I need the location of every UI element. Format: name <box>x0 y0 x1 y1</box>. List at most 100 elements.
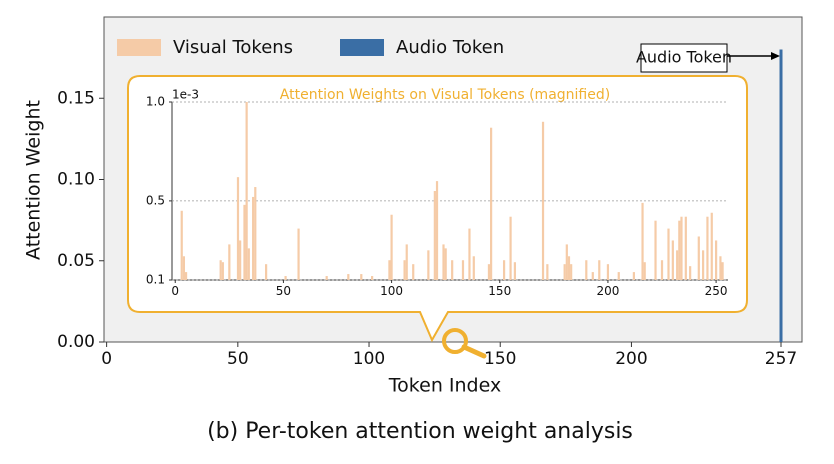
bar <box>541 121 545 281</box>
bar <box>403 260 406 280</box>
y-tick-label: 0.10 <box>57 170 95 190</box>
bar <box>565 244 568 280</box>
bar <box>710 212 713 280</box>
magnifier-handle <box>461 344 487 359</box>
bar <box>247 248 250 280</box>
bar <box>721 262 724 280</box>
bar <box>180 210 183 280</box>
bar <box>182 256 185 280</box>
bar <box>405 244 408 280</box>
x-tick-label: 0 <box>171 284 179 298</box>
bar <box>591 272 594 280</box>
bar <box>654 220 657 280</box>
bar <box>643 262 646 280</box>
y-tick-label: 0.05 <box>57 251 95 271</box>
bar <box>427 250 430 280</box>
arrowhead <box>771 52 780 60</box>
bar <box>678 220 681 280</box>
y-tick-label: 1.0 <box>146 95 165 109</box>
bar <box>697 236 700 280</box>
bar <box>509 216 512 280</box>
y-axis-label: Attention Weight <box>23 100 45 260</box>
bar <box>660 260 664 280</box>
bar <box>297 228 300 280</box>
bar <box>184 272 188 280</box>
bar <box>444 248 447 280</box>
bar <box>412 264 415 280</box>
caption: (b) Per-token attention weight analysis <box>207 419 633 444</box>
bar <box>347 274 350 280</box>
legend-label: Audio Token <box>396 37 504 58</box>
bar <box>228 244 231 280</box>
bar <box>487 264 491 280</box>
inset-title: Attention Weights on Visual Tokens (magn… <box>280 87 610 103</box>
bar <box>490 127 493 280</box>
bar <box>570 264 573 280</box>
bar <box>461 260 465 280</box>
bar <box>371 276 374 280</box>
y-tick-label: 0.1 <box>146 273 165 287</box>
bar <box>451 260 454 280</box>
x-tick-label: 200 <box>615 349 647 369</box>
magnifier <box>442 328 468 354</box>
bar <box>719 256 722 280</box>
bar <box>245 102 248 280</box>
bar <box>671 240 674 280</box>
y-tick-label: 0.15 <box>57 88 95 108</box>
bar <box>239 240 242 280</box>
bar <box>468 228 471 280</box>
bar <box>265 264 268 280</box>
x-tick-label: 150 <box>484 349 516 369</box>
bar <box>546 264 549 280</box>
bar <box>388 260 391 280</box>
bar <box>617 272 620 280</box>
bar <box>243 204 246 280</box>
legend-label: Visual Tokens <box>173 37 293 58</box>
bar <box>715 240 718 280</box>
x-tick-label: 50 <box>227 349 249 369</box>
y-tick-label: 0.5 <box>146 193 165 207</box>
bar <box>706 216 709 280</box>
bar <box>563 264 566 280</box>
x-axis-label: Token Index <box>388 375 501 397</box>
bar <box>502 260 506 280</box>
bar <box>252 196 255 280</box>
bar <box>598 260 601 280</box>
bar <box>680 216 683 280</box>
bar <box>702 250 705 280</box>
x-tick-label: 100 <box>380 284 403 298</box>
bar <box>472 256 475 280</box>
bar <box>513 262 517 280</box>
x-tick-label: 200 <box>596 284 619 298</box>
bar <box>360 274 363 280</box>
bar <box>221 262 224 280</box>
bar <box>779 49 783 342</box>
bar <box>390 214 393 280</box>
x-tick-label: 100 <box>353 349 385 369</box>
bar <box>435 181 439 280</box>
x-tick-label: 257 <box>765 349 797 369</box>
annotation-box <box>640 43 728 73</box>
bar <box>433 191 436 280</box>
bar <box>325 276 328 280</box>
bar <box>689 266 692 280</box>
bar <box>606 264 610 280</box>
x-tick-label: 50 <box>276 284 291 298</box>
bar <box>585 260 588 280</box>
bar <box>567 256 571 280</box>
bar <box>254 187 257 280</box>
y-tick-label: 0.00 <box>57 332 95 352</box>
y-scale-label: 1e-3 <box>172 88 199 102</box>
bar <box>641 202 644 280</box>
bar <box>442 244 445 280</box>
x-tick-label: 250 <box>705 284 728 298</box>
bar <box>676 250 679 280</box>
bar <box>219 260 222 280</box>
bar <box>684 216 687 280</box>
x-tick-label: 150 <box>488 284 511 298</box>
bar <box>284 276 287 280</box>
bar <box>632 272 635 280</box>
x-tick-label: 0 <box>101 349 112 369</box>
legend-swatch <box>340 39 384 56</box>
